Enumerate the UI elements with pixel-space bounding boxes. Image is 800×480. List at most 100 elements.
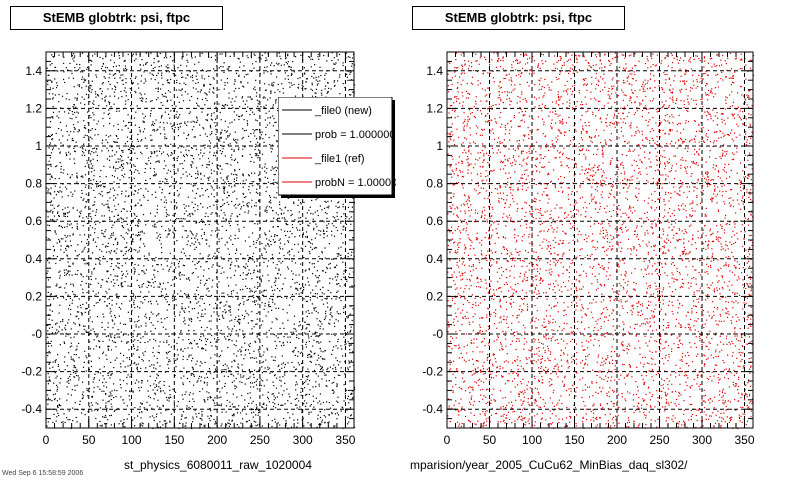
data-point <box>251 311 253 313</box>
data-point <box>220 272 222 274</box>
data-point <box>275 335 277 337</box>
data-point <box>68 246 70 248</box>
data-point <box>275 102 277 104</box>
data-point <box>192 234 194 236</box>
data-point <box>55 294 57 297</box>
data-point <box>247 392 249 395</box>
data-point <box>161 252 163 254</box>
data-point <box>343 257 345 259</box>
data-point <box>268 329 270 331</box>
data-point <box>315 397 317 399</box>
data-point <box>148 284 150 286</box>
data-point <box>258 100 260 102</box>
data-point <box>86 291 88 294</box>
data-point <box>349 313 351 315</box>
data-point <box>255 191 257 193</box>
data-point <box>149 397 152 399</box>
data-point <box>162 295 164 297</box>
data-point <box>60 249 62 251</box>
data-point <box>216 308 218 310</box>
data-point <box>313 307 315 309</box>
data-point <box>160 102 162 104</box>
data-point <box>321 323 323 325</box>
scatter-panel-left: 0 50 100 150 200 250 300 350-0.4-0.2-00.20.40.6… <box>21 51 356 447</box>
data-point <box>163 127 165 129</box>
data-point <box>108 303 110 305</box>
data-point <box>133 60 136 62</box>
data-point <box>202 257 204 259</box>
data-point <box>170 284 172 286</box>
data-point <box>231 148 233 150</box>
data-point <box>88 178 91 180</box>
data-point <box>144 341 146 344</box>
data-point <box>127 148 130 151</box>
data-point <box>200 279 202 281</box>
data-point <box>58 326 60 328</box>
data-point <box>110 59 112 61</box>
data-point <box>281 363 283 365</box>
data-point <box>64 81 66 84</box>
data-point <box>185 171 187 173</box>
data-point <box>145 80 147 82</box>
data-point <box>132 241 134 243</box>
data-point <box>304 321 306 323</box>
data-point <box>331 315 333 317</box>
data-point <box>197 205 199 207</box>
data-point <box>96 336 98 338</box>
data-point <box>313 263 315 265</box>
data-point <box>328 322 330 324</box>
data-point <box>296 288 298 290</box>
data-point <box>164 288 167 290</box>
data-point <box>249 352 251 354</box>
data-point <box>333 381 335 383</box>
data-point <box>194 197 196 199</box>
data-point <box>275 278 277 280</box>
data-point <box>152 265 154 267</box>
data-point <box>248 174 250 176</box>
data-point <box>225 424 228 426</box>
data-point <box>333 346 335 348</box>
data-point <box>105 203 107 205</box>
data-point <box>339 313 341 315</box>
data-point <box>233 344 235 346</box>
data-point <box>206 279 208 281</box>
data-point <box>183 82 185 84</box>
data-point <box>315 247 317 249</box>
data-point <box>251 206 253 208</box>
data-point <box>332 69 334 71</box>
data-point <box>215 212 217 214</box>
data-point <box>249 153 251 156</box>
data-point <box>183 160 186 162</box>
data-point <box>325 374 327 376</box>
data-point <box>182 355 184 358</box>
data-point <box>103 76 105 78</box>
data-point <box>320 403 322 405</box>
data-point <box>257 109 259 111</box>
data-point <box>127 163 129 165</box>
data-point <box>308 241 310 243</box>
data-point <box>99 420 101 422</box>
data-point <box>128 230 130 232</box>
data-point <box>276 263 278 266</box>
data-point <box>254 304 256 306</box>
data-point <box>133 303 135 306</box>
data-point <box>338 206 340 208</box>
data-point <box>127 114 129 116</box>
data-point <box>94 333 96 335</box>
data-point <box>326 401 328 403</box>
data-point <box>273 196 275 198</box>
data-point <box>91 218 93 220</box>
data-point <box>94 232 96 234</box>
data-point <box>200 376 202 378</box>
data-point <box>210 127 212 129</box>
data-point <box>95 345 97 347</box>
data-point <box>351 285 353 287</box>
data-point <box>99 181 101 183</box>
data-point <box>204 426 206 428</box>
data-point <box>91 89 93 91</box>
data-point <box>246 312 248 314</box>
data-point <box>86 263 89 265</box>
data-point <box>155 368 157 370</box>
data-point <box>200 152 202 154</box>
data-point <box>242 192 244 195</box>
